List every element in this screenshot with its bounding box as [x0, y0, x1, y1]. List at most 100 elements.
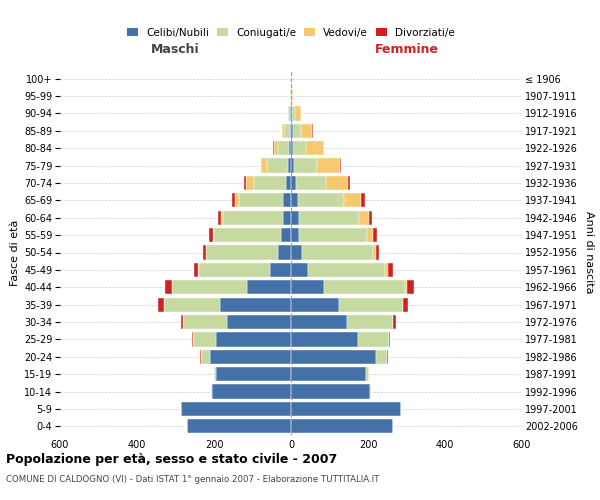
Bar: [291, 419, 393, 434]
Bar: [254, 176, 286, 190]
Bar: [358, 332, 389, 346]
Bar: [291, 350, 376, 364]
Bar: [181, 315, 183, 329]
Bar: [192, 332, 193, 346]
Bar: [216, 332, 291, 346]
Bar: [299, 210, 359, 225]
Bar: [286, 176, 291, 190]
Bar: [367, 228, 373, 242]
Bar: [223, 210, 283, 225]
Bar: [376, 246, 379, 260]
Bar: [294, 158, 317, 172]
Bar: [274, 141, 278, 156]
Bar: [302, 246, 373, 260]
Bar: [369, 210, 372, 225]
Bar: [359, 210, 369, 225]
Bar: [158, 298, 164, 312]
Bar: [347, 315, 393, 329]
Bar: [172, 280, 247, 294]
Bar: [194, 263, 198, 277]
Bar: [281, 228, 291, 242]
Bar: [344, 193, 361, 208]
Bar: [292, 106, 295, 120]
Bar: [235, 193, 239, 208]
Bar: [181, 402, 291, 416]
Bar: [232, 193, 235, 208]
Bar: [270, 263, 291, 277]
Bar: [239, 193, 283, 208]
Bar: [361, 193, 365, 208]
Bar: [187, 419, 291, 434]
Bar: [199, 263, 270, 277]
Bar: [291, 315, 347, 329]
Bar: [247, 280, 291, 294]
Bar: [291, 141, 293, 156]
Bar: [244, 176, 246, 190]
Bar: [291, 298, 339, 312]
Bar: [339, 298, 403, 312]
Bar: [293, 141, 307, 156]
Text: COMUNE DI CALDOGNO (VI) - Dati ISTAT 1° gennaio 2007 - Elaborazione TUTTITALIA.I: COMUNE DI CALDOGNO (VI) - Dati ISTAT 1° …: [6, 475, 379, 484]
Bar: [214, 228, 281, 242]
Bar: [404, 280, 407, 294]
Bar: [214, 367, 216, 382]
Bar: [291, 246, 302, 260]
Bar: [340, 158, 341, 172]
Bar: [388, 263, 393, 277]
Bar: [291, 193, 298, 208]
Bar: [291, 263, 308, 277]
Bar: [212, 384, 291, 398]
Text: Femmine: Femmine: [374, 43, 439, 56]
Bar: [292, 89, 293, 103]
Bar: [164, 298, 220, 312]
Bar: [246, 176, 254, 190]
Bar: [376, 350, 387, 364]
Bar: [291, 158, 294, 172]
Bar: [373, 228, 377, 242]
Y-axis label: Anni di nascita: Anni di nascita: [584, 211, 595, 294]
Bar: [403, 298, 408, 312]
Bar: [291, 402, 401, 416]
Bar: [227, 315, 291, 329]
Bar: [299, 228, 367, 242]
Bar: [213, 228, 214, 242]
Bar: [220, 298, 291, 312]
Bar: [347, 176, 350, 190]
Bar: [291, 332, 358, 346]
Bar: [210, 350, 291, 364]
Bar: [291, 124, 293, 138]
Bar: [326, 176, 347, 190]
Bar: [389, 332, 390, 346]
Bar: [287, 106, 289, 120]
Legend: Celibi/Nubili, Coniugati/e, Vedovi/e, Divorziati/e: Celibi/Nubili, Coniugati/e, Vedovi/e, Di…: [127, 28, 455, 38]
Text: Maschi: Maschi: [151, 43, 200, 56]
Bar: [290, 106, 291, 120]
Bar: [209, 228, 213, 242]
Bar: [289, 141, 291, 156]
Bar: [283, 193, 291, 208]
Bar: [216, 367, 291, 382]
Bar: [317, 158, 340, 172]
Bar: [289, 106, 290, 120]
Bar: [296, 176, 326, 190]
Y-axis label: Fasce di età: Fasce di età: [10, 220, 20, 286]
Bar: [282, 124, 284, 138]
Bar: [218, 210, 221, 225]
Bar: [261, 158, 267, 172]
Bar: [301, 124, 312, 138]
Text: Popolazione per età, sesso e stato civile - 2007: Popolazione per età, sesso e stato civil…: [6, 452, 337, 466]
Bar: [291, 228, 299, 242]
Bar: [385, 263, 388, 277]
Bar: [324, 280, 404, 294]
Bar: [211, 384, 212, 398]
Bar: [291, 367, 366, 382]
Bar: [308, 263, 385, 277]
Bar: [206, 246, 278, 260]
Bar: [288, 158, 291, 172]
Bar: [267, 158, 288, 172]
Bar: [373, 246, 376, 260]
Bar: [291, 106, 292, 120]
Bar: [193, 332, 216, 346]
Bar: [291, 176, 296, 190]
Bar: [295, 106, 301, 120]
